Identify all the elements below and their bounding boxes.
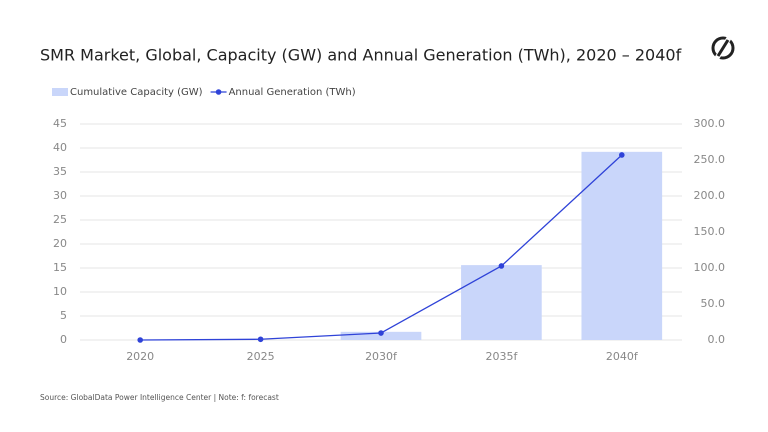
y-tick-label: 40 bbox=[53, 141, 67, 154]
legend-swatch bbox=[52, 88, 68, 96]
legend-swatch bbox=[215, 89, 222, 95]
line bbox=[140, 154, 623, 341]
bar bbox=[461, 265, 542, 340]
y2-tick-label: 150.0 bbox=[694, 225, 726, 238]
y2-tick-label: 0.0 bbox=[708, 333, 726, 346]
y2-tick-label: 50.0 bbox=[701, 297, 726, 310]
y-tick-label: 20 bbox=[53, 237, 67, 250]
y-tick-label: 35 bbox=[53, 165, 67, 178]
y-tick-label: 45 bbox=[53, 117, 67, 130]
x-tick-label: 2025 bbox=[247, 350, 275, 363]
line-point bbox=[378, 330, 384, 336]
y-tick-label: 5 bbox=[60, 309, 67, 322]
y2-tick-label: 200.0 bbox=[694, 189, 726, 202]
line-point bbox=[619, 152, 625, 158]
legend-label: Annual Generation (TWh) bbox=[229, 87, 356, 98]
x-tick-label: 2030f bbox=[365, 350, 398, 363]
y2-tick-label: 250.0 bbox=[694, 153, 726, 166]
x-tick-label: 2040f bbox=[606, 350, 639, 363]
y2-tick-label: 300.0 bbox=[694, 117, 726, 130]
bar bbox=[340, 331, 422, 340]
y-tick-label: 0 bbox=[60, 333, 67, 346]
source-note: Source: GlobalData Power Intelligence Ce… bbox=[40, 393, 279, 402]
y-tick-label: 25 bbox=[53, 213, 67, 226]
x-tick-label: 2035f bbox=[485, 350, 518, 363]
legend-label: Cumulative Capacity (GW) bbox=[70, 87, 203, 98]
x-tick-label: 2020 bbox=[126, 350, 154, 363]
logo bbox=[711, 36, 735, 60]
y-tick-label: 30 bbox=[53, 189, 67, 202]
line-point bbox=[137, 337, 143, 343]
line-point bbox=[498, 263, 505, 269]
chart-title: SMR Market, Global, Capacity (GW) and An… bbox=[40, 46, 682, 65]
line-point bbox=[257, 336, 264, 343]
y-tick-label: 10 bbox=[53, 285, 67, 298]
bar bbox=[581, 151, 663, 340]
y-tick-label: 15 bbox=[53, 261, 67, 274]
y2-tick-label: 100.0 bbox=[694, 261, 726, 274]
